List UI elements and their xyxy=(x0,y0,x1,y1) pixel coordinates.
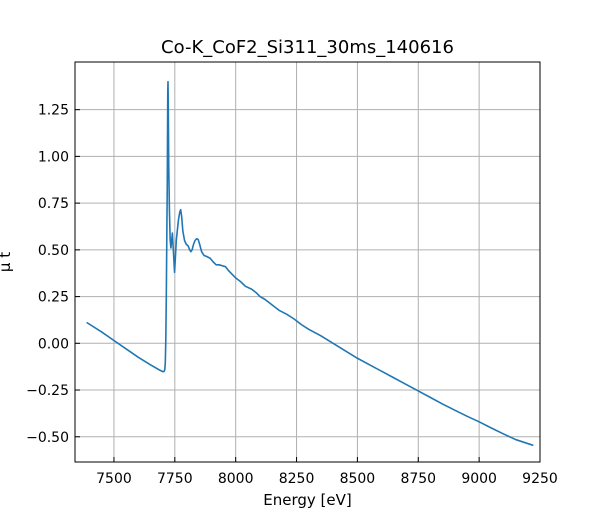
chart-title: Co-K_CoF2_Si311_30ms_140616 xyxy=(161,37,454,58)
plot-area-frame xyxy=(74,61,541,463)
x-axis-label: Energy [eV] xyxy=(263,491,351,509)
series-line xyxy=(86,80,534,446)
x-tick-label: 8250 xyxy=(279,471,315,487)
x-tick-label: 9000 xyxy=(461,471,497,487)
y-tick-label: −0.50 xyxy=(26,430,69,446)
x-tick-label: 8000 xyxy=(218,471,254,487)
y-tick-label: 0.00 xyxy=(38,336,69,352)
series-layer xyxy=(86,80,534,446)
x-tick-label: 9250 xyxy=(522,471,558,487)
x-tick-label: 7750 xyxy=(157,471,193,487)
y-tick-label: −0.25 xyxy=(26,383,69,399)
axis-ticks: 7500 7750 8000 8250 8500 8750 9000 9250 −0.50 −0.… xyxy=(26,103,558,487)
x-tick-label: 8750 xyxy=(400,471,436,487)
x-tick-label: 8500 xyxy=(340,471,376,487)
x-tick-label: 7500 xyxy=(96,471,132,487)
y-tick-label: 1.25 xyxy=(38,103,69,119)
y-tick-label: 1.00 xyxy=(38,149,69,165)
y-axis-label: μ t xyxy=(0,252,14,272)
y-tick-label: 0.75 xyxy=(38,196,69,212)
y-tick-label: 0.25 xyxy=(38,290,69,306)
grid xyxy=(75,62,541,462)
y-tick-label: 0.50 xyxy=(38,243,69,259)
